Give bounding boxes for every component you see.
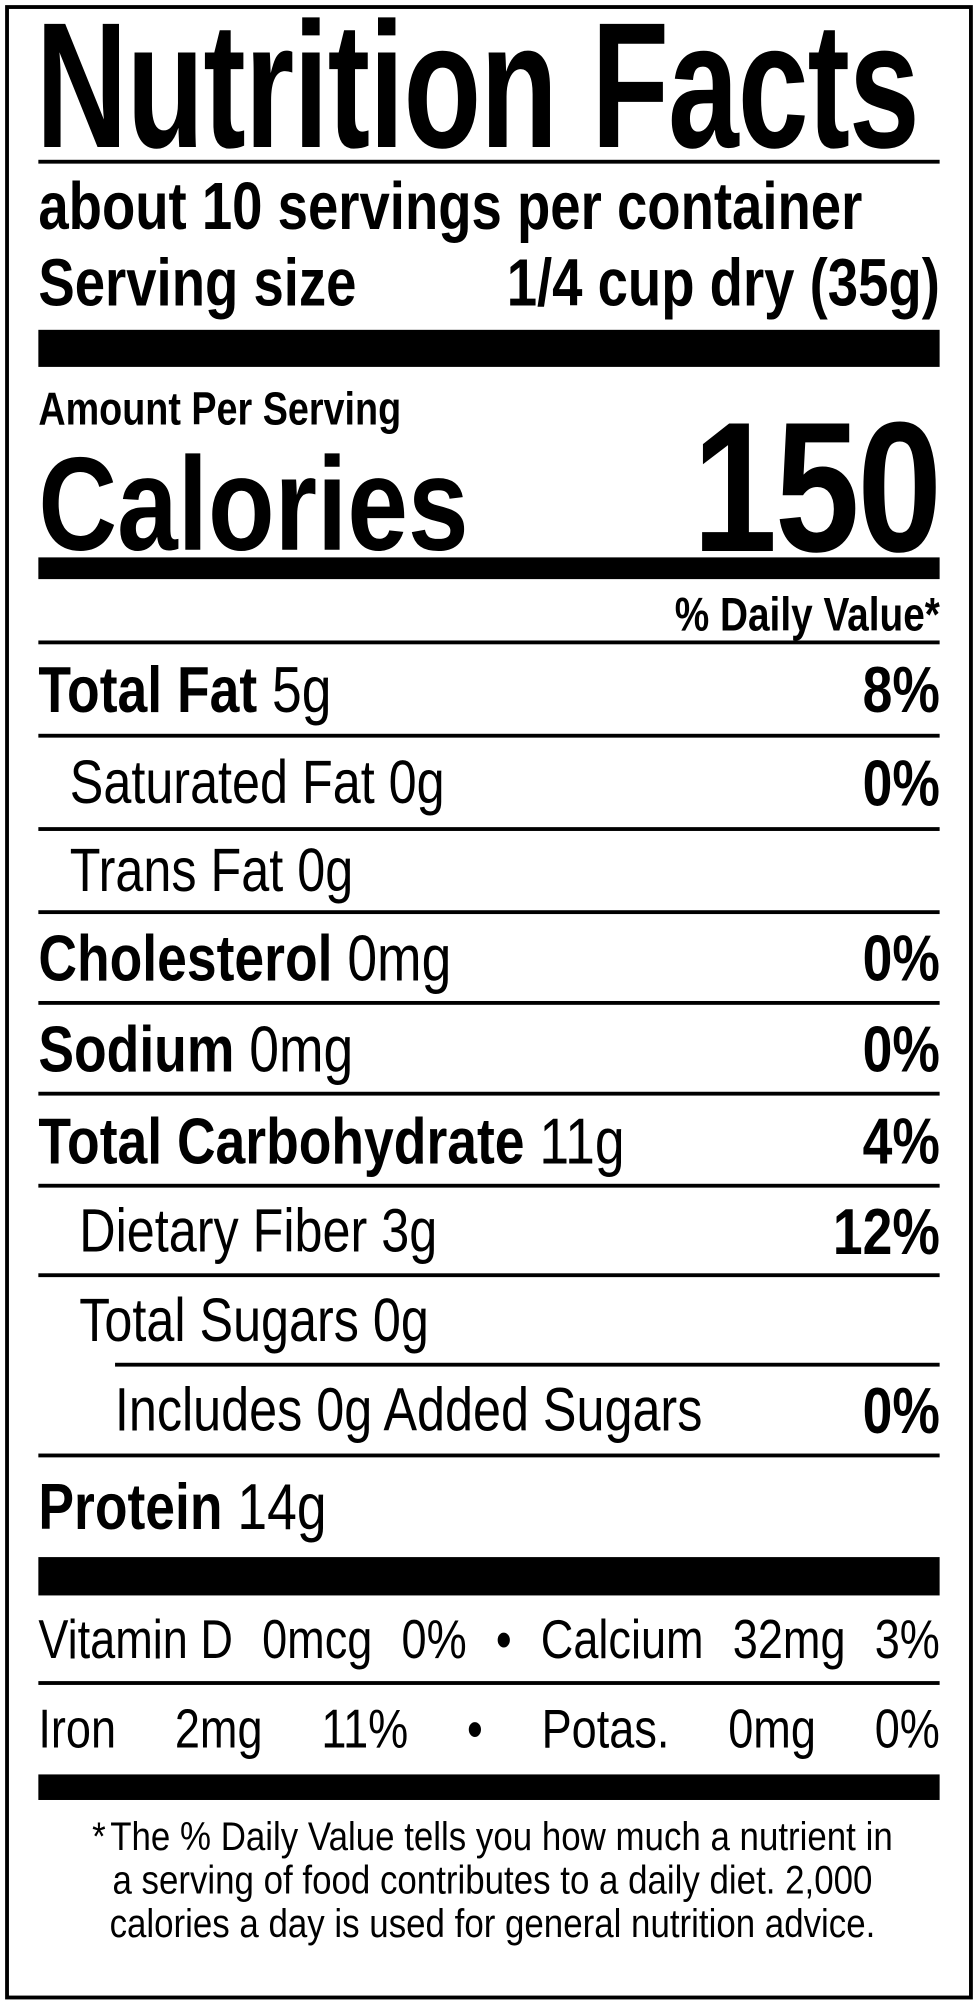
daily-value-header-text: % Daily Value*	[674, 588, 940, 641]
nutrient-dv: 8%	[862, 653, 940, 727]
mineral-amount: 0mg	[728, 1698, 816, 1760]
mineral-dv: 11%	[321, 1698, 409, 1760]
footnote-line: a serving of food contributes to a daily…	[112, 1857, 873, 1903]
divider	[38, 640, 940, 645]
vitamin-dv: 0%	[401, 1608, 467, 1671]
nutrient-row-total-fat: Total Fat 5g 8%	[38, 644, 940, 735]
nutrient-name: Total Sugars	[79, 1286, 359, 1355]
vitamin-dv: 3%	[874, 1608, 940, 1671]
nutrient-dv: 0%	[862, 1012, 940, 1086]
mineral-name: Iron	[38, 1698, 117, 1760]
footnote: * The % Daily Value tells you how much a …	[26, 1815, 960, 1945]
nutrient-amount: 0g	[388, 749, 445, 817]
mineral-row: Iron 2mg 11% • Potas. 0mg 0%	[38, 1685, 940, 1774]
nutrient-name: Saturated Fat	[69, 749, 375, 817]
nutrient-name: Cholesterol	[38, 921, 333, 995]
divider	[38, 1681, 940, 1685]
nutrient-row-added-sugars: Includes 0g Added Sugars 0%	[38, 1367, 940, 1455]
bullet-separator: •	[467, 1698, 483, 1760]
nutrient-amount: 0g	[297, 837, 354, 906]
nutrient-amount: 0mg	[249, 1012, 354, 1086]
nutrient-row-saturated-fat: Saturated Fat 0g 0%	[38, 738, 940, 829]
nutrient-name: Dietary Fiber	[79, 1197, 368, 1265]
divider	[38, 1183, 940, 1188]
nutrient-row-total-sugars: Total Sugars 0g	[38, 1277, 940, 1364]
divider	[38, 827, 940, 831]
divider	[38, 1000, 940, 1005]
divider	[115, 1362, 940, 1367]
serving-size-label: Serving size	[38, 246, 357, 321]
amount-per-serving: Amount Per Serving	[38, 384, 940, 435]
footnote-asterisk: *	[92, 1814, 106, 1859]
divider	[38, 1091, 940, 1096]
nutrient-row-sodium: Sodium 0mg 0%	[38, 1005, 940, 1093]
servings-per-container: about 10 servings per container	[38, 170, 966, 244]
nutrient-row-total-carbohydrate: Total Carbohydrate 11g 4%	[38, 1096, 940, 1185]
vitamin-amount: 0mcg	[262, 1608, 373, 1671]
nutrient-amount: 0g	[372, 1286, 429, 1355]
vitamin-name: Vitamin D	[38, 1608, 233, 1671]
nutrient-amount: 14g	[237, 1469, 327, 1543]
footnote-line-text: The % Daily Value tells you how much a n…	[110, 1814, 893, 1859]
divider	[38, 910, 940, 915]
mineral-name: Potas.	[541, 1698, 670, 1760]
nutrient-name: Total Carbohydrate	[38, 1103, 525, 1177]
amount-per-serving-text: Amount Per Serving	[38, 382, 402, 435]
divider	[38, 733, 940, 738]
footnote-line: * The % Daily Value tells you how much a …	[26, 1815, 960, 1858]
divider	[38, 1453, 940, 1458]
nutrient-row-dietary-fiber: Dietary Fiber 3g 12%	[38, 1188, 940, 1275]
vitamin-name: Calcium	[540, 1608, 704, 1671]
nutrient-name: Protein	[38, 1469, 223, 1543]
label-border	[5, 5, 973, 2000]
nutrient-dv: 0%	[862, 921, 940, 995]
label-title: Nutrition Facts	[35, 0, 920, 186]
footnote-line: calories a day is used for general nutri…	[109, 1900, 876, 1946]
nutrient-amount: 11g	[539, 1103, 625, 1177]
vitamin-amount: 32mg	[732, 1608, 846, 1671]
serving-size-row: Serving size 1/4 cup dry (35g)	[38, 246, 940, 321]
calories-row: Calories 150	[38, 395, 942, 580]
nutrient-name: Sodium	[38, 1012, 235, 1086]
divider	[38, 1273, 940, 1278]
vitamin-row: Vitamin D 0mcg 0% • Calcium 32mg 3%	[38, 1598, 940, 1682]
mineral-amount: 2mg	[174, 1698, 263, 1760]
nutrient-name: Total Fat	[38, 653, 258, 727]
nutrient-amount: 5g	[272, 653, 332, 727]
nutrient-row-cholesterol: Cholesterol 0mg 0%	[38, 914, 940, 1002]
serving-size-value: 1/4 cup dry (35g)	[506, 246, 940, 321]
calories-label: Calories	[38, 430, 469, 580]
bullet-separator: •	[495, 1608, 512, 1671]
nutrient-dv: 0%	[862, 746, 940, 820]
nutrient-name: Includes 0g Added Sugars	[114, 1376, 703, 1445]
servings-text: about 10 servings per container	[38, 170, 863, 245]
thick-divider	[38, 329, 940, 367]
thick-divider	[38, 1774, 940, 1800]
nutrient-row-trans-fat: Trans Fat 0g	[38, 831, 940, 912]
calories-value: 150	[692, 383, 942, 591]
divider	[38, 159, 940, 164]
nutrient-name: Trans Fat	[69, 837, 284, 906]
nutrient-dv: 12%	[832, 1194, 940, 1268]
thick-divider	[38, 1557, 940, 1596]
nutrient-dv: 4%	[862, 1103, 940, 1177]
nutrient-amount: 3g	[381, 1197, 438, 1265]
nutrient-dv: 0%	[862, 1374, 940, 1448]
mineral-dv: 0%	[874, 1698, 940, 1760]
nutrient-amount: 0mg	[347, 921, 452, 995]
medium-divider	[38, 557, 940, 580]
nutrient-row-protein: Protein 14g	[38, 1457, 940, 1554]
daily-value-header: % Daily Value*	[38, 588, 940, 642]
